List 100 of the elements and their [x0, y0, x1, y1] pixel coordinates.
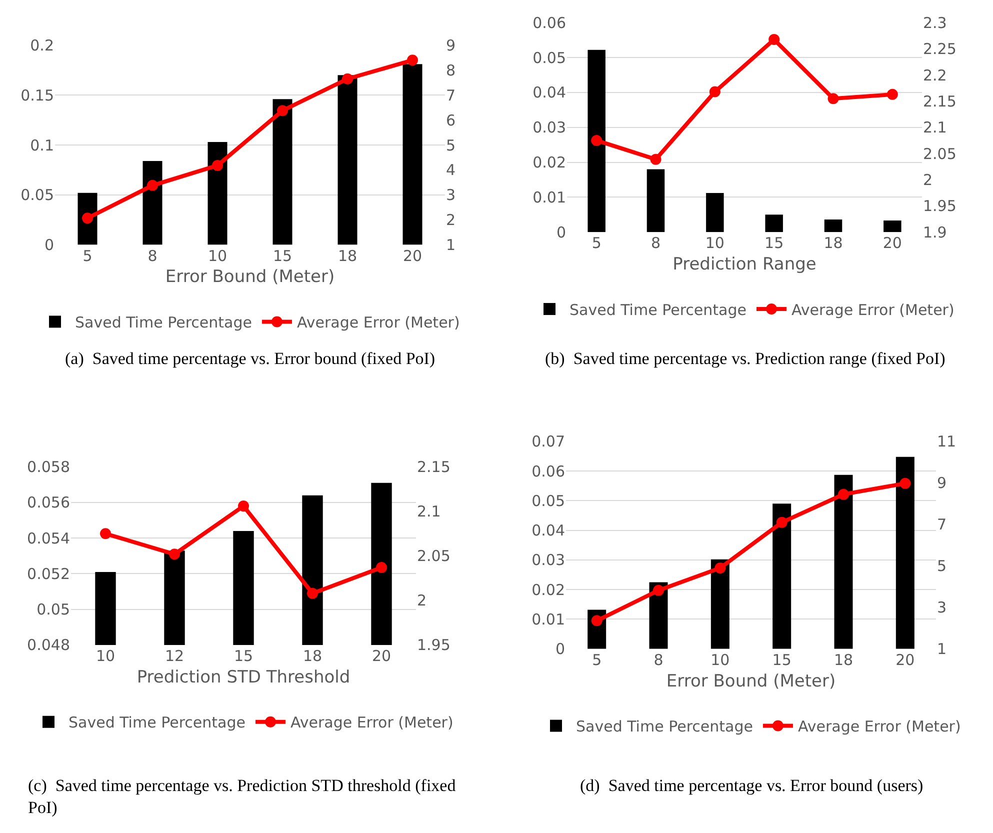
y-tick-label: 0.2	[30, 36, 54, 54]
y2-tick-label: 1	[937, 640, 947, 658]
bar	[706, 192, 724, 232]
y2-tick-label: 1.95	[417, 636, 450, 654]
bar	[646, 169, 665, 232]
y2-tick-label: 2.25	[923, 40, 956, 58]
y-tick-label: 0.1	[30, 136, 54, 154]
x-tick-label: 20	[402, 246, 422, 265]
y-tick-label: 0.02	[532, 580, 565, 599]
bar	[208, 142, 228, 245]
y2-tick-label: 7	[937, 516, 947, 534]
point	[307, 588, 318, 599]
point	[838, 488, 849, 500]
legend-label: Average Error (Meter)	[798, 718, 961, 736]
legend-label: Average Error (Meter)	[290, 714, 454, 732]
bar	[834, 474, 853, 649]
legend-label: Saved Time Percentage	[68, 714, 246, 732]
x-tick-label: 18	[302, 646, 322, 665]
point	[886, 88, 898, 100]
point	[407, 54, 418, 66]
y-tick-label: 0.01	[532, 610, 565, 628]
y-tick-label: 0	[555, 640, 565, 658]
legend-label: Average Error (Meter)	[791, 300, 954, 319]
x-tick-label: 20	[896, 650, 915, 669]
x-tick-label: 18	[824, 234, 843, 252]
point	[828, 93, 839, 104]
x-tick-label: 15	[272, 246, 292, 265]
point	[776, 516, 788, 528]
y2-tick-label: 3	[446, 186, 456, 204]
legend-label: Saved Time Percentage	[570, 300, 746, 319]
bar	[588, 50, 606, 232]
y-tick-label: 0.048	[27, 636, 70, 654]
bar	[772, 504, 792, 649]
point	[591, 615, 602, 626]
y2-tick-label: 1.9	[923, 223, 947, 242]
point	[900, 478, 911, 489]
y2-tick-label: 1.95	[923, 197, 956, 216]
y-tick-label: 0.02	[532, 154, 566, 172]
point	[650, 154, 662, 165]
y2-tick-label: 2	[446, 211, 456, 230]
point	[591, 134, 602, 146]
y2-tick-label: 2.15	[923, 92, 956, 110]
y-tick-label: 0.052	[27, 564, 70, 583]
x-tick-label: 5	[592, 234, 602, 252]
x-tick-label: 15	[772, 650, 792, 669]
y-tick-label: 0.06	[532, 462, 565, 480]
text: (d) Saved time percentage vs. Error bound (users)	[580, 776, 924, 795]
y-tick-label: 0.056	[27, 494, 70, 512]
point	[653, 584, 664, 596]
x-tick-label: 18	[834, 650, 854, 669]
x-tick-label: 10	[710, 650, 730, 669]
point	[169, 548, 180, 560]
point	[342, 73, 353, 84]
y2-tick-label: 2.15	[417, 458, 450, 476]
y-tick-label: 0.03	[532, 551, 565, 570]
legend-label: Saved Time Percentage	[576, 718, 753, 736]
x-tick-label: 20	[372, 646, 392, 665]
y2-tick-label: 2.3	[923, 14, 947, 32]
y2-tick-label: 2.1	[417, 502, 441, 521]
text: (b) Saved time percentage vs. Prediction range (fixed PoI)	[545, 349, 946, 368]
x-tick-label: 12	[164, 646, 184, 665]
x-tick-label: 10	[705, 234, 724, 252]
y-tick-label: 0.04	[532, 84, 566, 102]
bar	[272, 99, 292, 245]
point	[82, 212, 93, 224]
y-tick-label: 0	[44, 236, 54, 254]
point	[768, 34, 780, 45]
y2-tick-label: 5	[446, 136, 456, 154]
x-tick-label: 10	[96, 646, 116, 665]
y2-tick-label: 11	[937, 432, 956, 451]
x-tick-label: 10	[208, 246, 228, 265]
x-tick-label: 20	[882, 234, 902, 252]
bar	[710, 559, 730, 649]
y-tick-label: 0.05	[532, 492, 565, 510]
x-tick-label: 5	[82, 246, 92, 265]
bar	[142, 160, 162, 245]
y-tick-label: 0.01	[532, 188, 566, 206]
x-axis-title: Prediction Range	[672, 254, 816, 274]
y2-tick-label: 9	[937, 474, 947, 492]
y2-tick-label: 1	[446, 236, 456, 254]
y-tick-label: 0.15	[20, 86, 54, 104]
y-tick-label: 0.06	[532, 14, 566, 32]
bar	[338, 75, 358, 245]
x-tick-label: 15	[764, 234, 784, 252]
y2-tick-label: 2.05	[417, 547, 450, 566]
x-tick-label: 8	[148, 246, 158, 265]
y-tick-label: 0	[556, 223, 566, 242]
point	[376, 562, 387, 573]
y-tick-label: 0.058	[27, 458, 70, 476]
x-tick-label: 15	[234, 646, 254, 665]
y-tick-label: 0.04	[532, 522, 565, 540]
y2-tick-label: 3	[937, 598, 947, 617]
x-tick-label: 5	[592, 650, 602, 669]
x-axis-title: Prediction STD Threshold	[136, 667, 350, 688]
y2-tick-label: 2	[923, 170, 933, 189]
point	[147, 180, 158, 191]
point	[709, 86, 720, 98]
y-tick-label: 0.05	[532, 48, 566, 67]
y-tick-label: 0.05	[36, 600, 70, 619]
x-axis-title: Error Bound (Meter)	[666, 671, 836, 692]
